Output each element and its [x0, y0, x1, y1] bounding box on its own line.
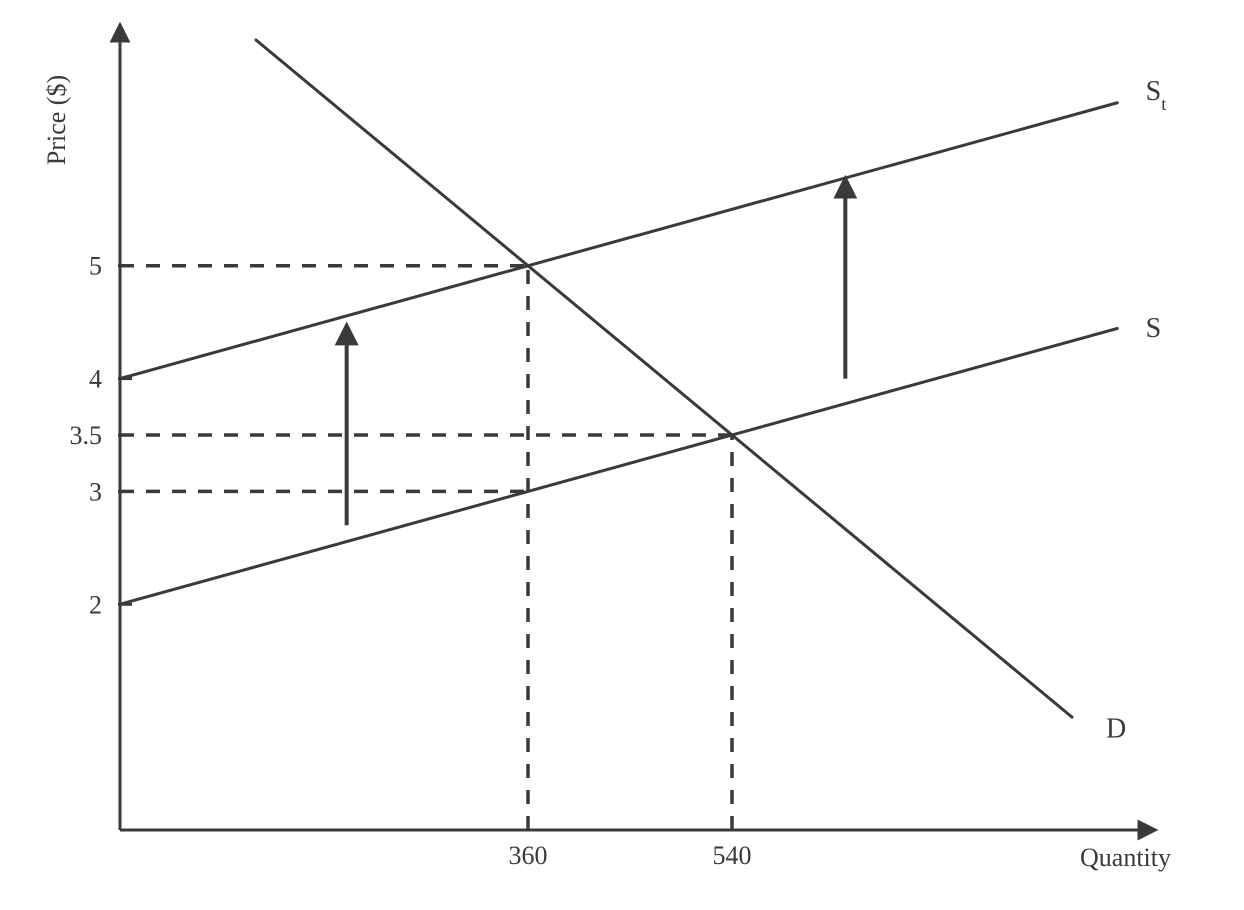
- supply-demand-chart: 2 3 3.5 4 5 360 540 Quantity Price ($) D S St: [0, 0, 1244, 910]
- supply-label: S: [1146, 313, 1162, 344]
- supply-tax-label: St: [1146, 76, 1167, 114]
- y-tick-label: 3.5: [70, 421, 103, 450]
- supply-curve: [120, 328, 1117, 604]
- demand-curve: [256, 40, 1072, 717]
- x-tick-label: 360: [509, 841, 548, 870]
- x-tick-labels: 360 540: [509, 841, 752, 870]
- supply-tax-curve: [120, 103, 1117, 379]
- y-tick-label: 3: [89, 477, 102, 506]
- y-tick-label: 5: [89, 252, 102, 281]
- x-axis-label: Quantity: [1080, 843, 1171, 872]
- demand-label: D: [1106, 713, 1126, 744]
- reference-lines: [120, 266, 732, 830]
- x-tick-label: 540: [713, 841, 752, 870]
- y-tick-label: 2: [89, 590, 102, 619]
- shift-arrows: [347, 187, 846, 526]
- axes: [120, 30, 1150, 830]
- y-tick-label: 4: [89, 365, 102, 394]
- y-axis-label: Price ($): [42, 75, 71, 165]
- y-tick-labels: 2 3 3.5 4 5: [70, 252, 103, 620]
